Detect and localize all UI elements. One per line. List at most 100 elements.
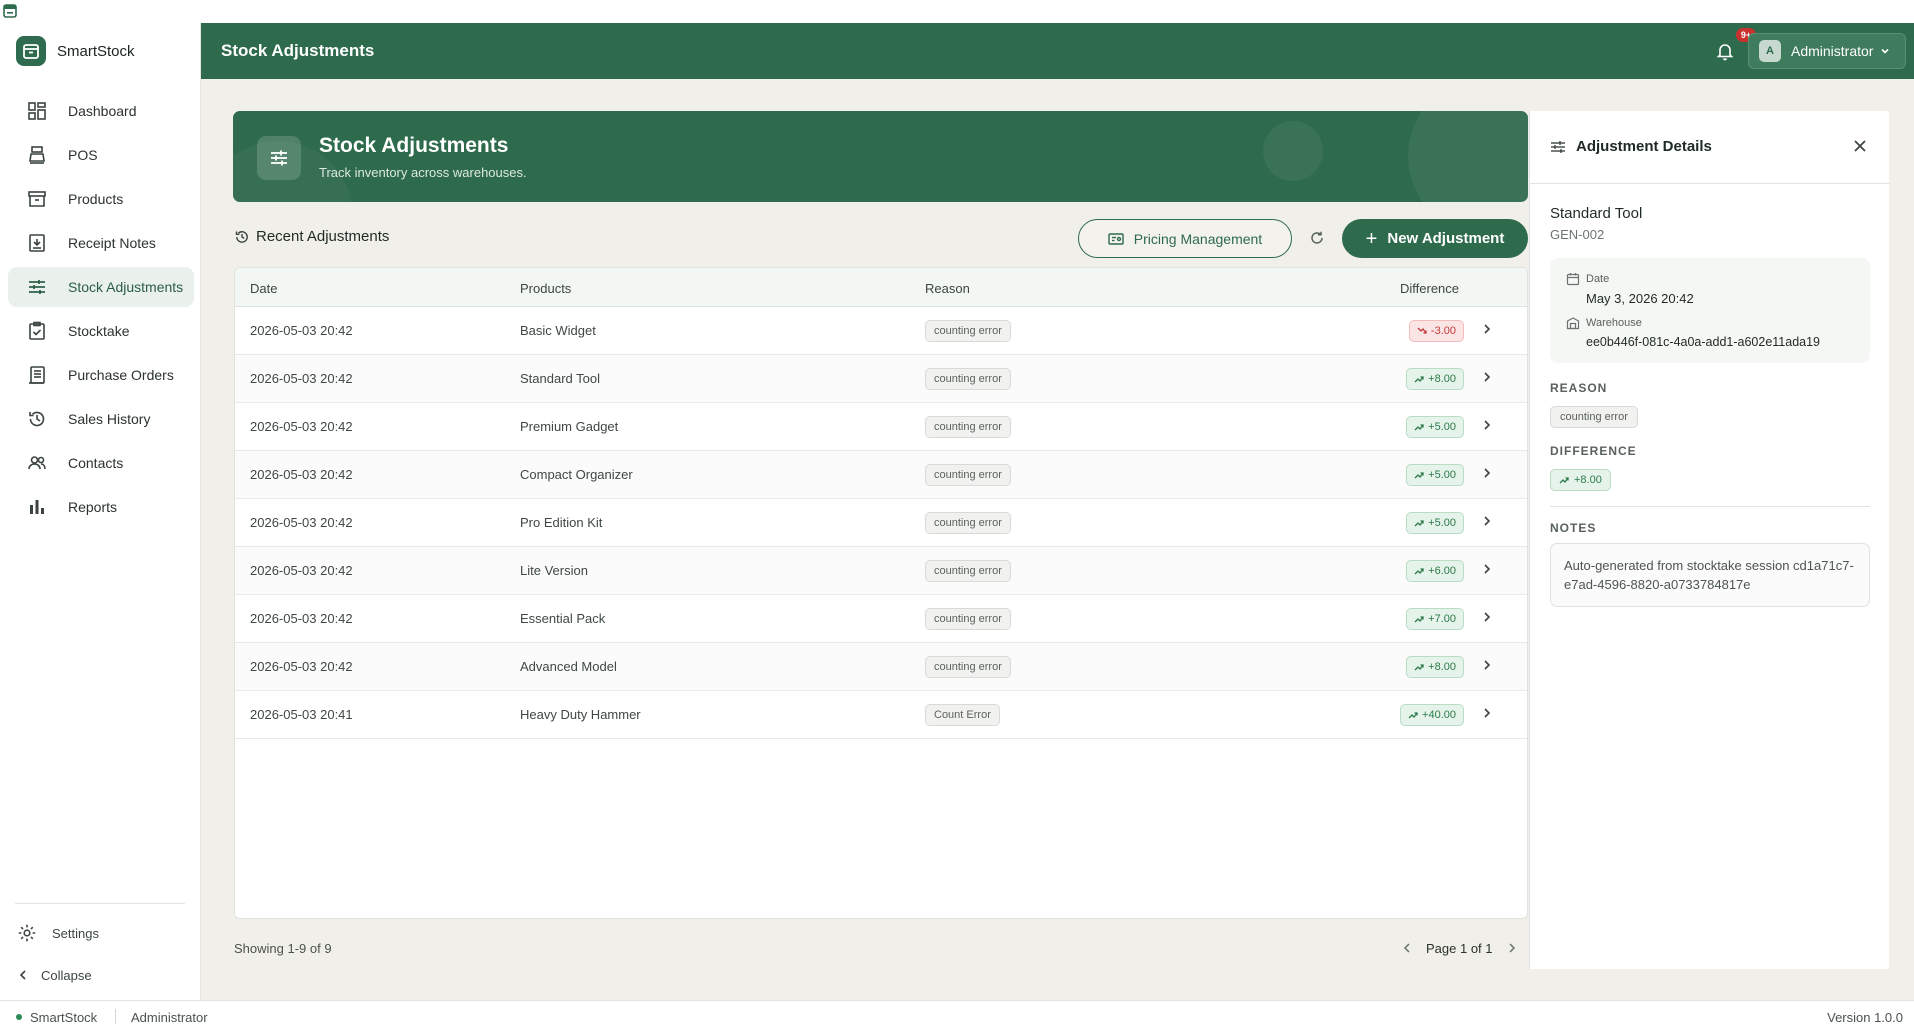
chevron-right-icon[interactable] (1483, 467, 1491, 479)
sidebar-item-sales-history[interactable]: Sales History (8, 399, 194, 439)
table-row[interactable]: 2026-05-03 20:41 Heavy Duty Hammer Count E… (235, 691, 1527, 739)
settings-link[interactable]: Settings (16, 922, 186, 944)
cell-reason-tag: counting error (925, 512, 1011, 534)
warehouse-value: ee0b446f-081c-4a0a-add1-a602e11ada19 (1586, 335, 1821, 349)
next-page-button[interactable] (1501, 937, 1523, 959)
sidebar-item-dashboard[interactable]: Dashboard (8, 91, 194, 131)
banner-subtitle: Track inventory across warehouses. (319, 165, 527, 180)
close-details-button[interactable] (1849, 135, 1871, 157)
cell-difference-badge: +6.00 (1406, 560, 1464, 582)
table-row[interactable]: 2026-05-03 20:42 Compact Organizer countin… (235, 451, 1527, 499)
table-row[interactable]: 2026-05-03 20:42 Advanced Model counting e… (235, 643, 1527, 691)
details-divider (1550, 506, 1870, 507)
chevron-right-icon[interactable] (1483, 563, 1491, 575)
user-menu-button[interactable]: A Administrator (1748, 33, 1906, 69)
sliders-icon (257, 136, 301, 180)
sidebar-item-contacts[interactable]: Contacts (8, 443, 194, 483)
column-header-date[interactable]: Date (250, 281, 278, 296)
column-header-reason[interactable]: Reason (925, 281, 970, 296)
previous-page-button[interactable] (1396, 937, 1418, 959)
chevron-right-icon[interactable] (1483, 419, 1491, 431)
cell-product: Essential Pack (520, 611, 606, 626)
cell-date: 2026-05-03 20:42 (250, 323, 353, 338)
status-app-name: SmartStock (30, 1010, 98, 1025)
cell-date: 2026-05-03 20:42 (250, 467, 353, 482)
refresh-icon (1311, 231, 1323, 244)
trend-up-icon (1414, 567, 1424, 575)
sidebar-item-label: Contacts (68, 455, 124, 471)
page-title: Stock Adjustments (221, 41, 375, 60)
pagination: Page 1 of 1 (1396, 935, 1523, 961)
status-user: Administrator (131, 1010, 208, 1025)
trend-up-icon (1559, 476, 1569, 484)
table-row[interactable]: 2026-05-03 20:42 Pro Edition Kit counting … (235, 499, 1527, 547)
refresh-button[interactable] (1306, 227, 1328, 249)
sidebar-item-products[interactable]: Products (8, 179, 194, 219)
sidebar-item-reports[interactable]: Reports (8, 487, 194, 527)
chevron-left-icon (16, 964, 30, 986)
trend-up-icon (1408, 711, 1418, 719)
table-row[interactable]: 2026-05-03 20:42 Premium Gadget counting e… (235, 403, 1527, 451)
chevron-right-icon[interactable] (1483, 515, 1491, 527)
sidebar-item-label: Sales History (68, 411, 151, 427)
table-row[interactable]: 2026-05-03 20:42 Lite Version counting err… (235, 547, 1527, 595)
notifications-button[interactable] (1714, 40, 1736, 62)
purchase-orders-icon (26, 364, 48, 386)
column-header-difference[interactable]: Difference (1400, 281, 1460, 296)
cell-product: Pro Edition Kit (520, 515, 603, 530)
cell-difference-badge: +5.00 (1406, 512, 1464, 534)
table-row[interactable]: 2026-05-03 20:42 Standard Tool counting er… (235, 355, 1527, 403)
chevron-right-icon[interactable] (1483, 371, 1491, 383)
recent-adjustments-heading: Recent Adjustments (234, 228, 389, 245)
notes-section-label: NOTES (1550, 521, 1597, 535)
chevron-right-icon[interactable] (1483, 659, 1491, 671)
cell-reason-tag: Count Error (925, 704, 1000, 726)
pricing-management-button[interactable]: Pricing Management (1078, 219, 1292, 258)
sidebar-item-purchase-orders[interactable]: Purchase Orders (8, 355, 194, 395)
chevron-right-icon[interactable] (1483, 323, 1491, 335)
section-title-text: Recent Adjustments (256, 228, 390, 245)
brand[interactable]: SmartStock (16, 36, 135, 66)
new-adjustment-button[interactable]: + New Adjustment (1342, 219, 1528, 258)
settings-label: Settings (52, 925, 99, 941)
column-header-products[interactable]: Products (520, 281, 572, 296)
status-bar: SmartStock Administrator Version 1.0.0 (0, 1000, 1914, 1030)
sidebar-item-receipt-notes[interactable]: Receipt Notes (8, 223, 194, 263)
sidebar-item-pos[interactable]: POS (8, 135, 194, 175)
sidebar-item-stocktake[interactable]: Stocktake (8, 311, 194, 351)
page-banner: Stock Adjustments Track inventory across… (233, 111, 1528, 202)
sidebar-item-label: Stocktake (68, 323, 130, 339)
sidebar-item-stock-adjustments[interactable]: Stock Adjustments (8, 267, 194, 307)
reason-section-label: REASON (1550, 381, 1608, 395)
chevron-right-icon (1508, 943, 1515, 953)
plus-icon: + (1365, 227, 1378, 250)
sidebar-item-label: Stock Adjustments (68, 279, 184, 295)
avatar: A (1759, 40, 1781, 62)
details-title: Adjustment Details (1576, 138, 1712, 155)
adjustment-details-panel: Adjustment Details Standard Tool GEN-002… (1529, 111, 1890, 969)
date-label: Date (1586, 273, 1610, 285)
details-difference-value: +8.00 (1574, 474, 1602, 486)
user-name: Administrator (1791, 43, 1874, 59)
cell-date: 2026-05-03 20:42 (250, 419, 353, 434)
chevron-right-icon[interactable] (1483, 611, 1491, 623)
cell-difference-badge: +7.00 (1406, 608, 1464, 630)
pricing-management-label: Pricing Management (1133, 230, 1263, 247)
chevron-right-icon[interactable] (1483, 707, 1491, 719)
cell-date: 2026-05-03 20:41 (250, 707, 353, 722)
status-version: Version 1.0.0 (1827, 1010, 1903, 1025)
cell-date: 2026-05-03 20:42 (250, 563, 353, 578)
sidebar-item-label: Receipt Notes (68, 235, 156, 251)
table-row[interactable]: 2026-05-03 20:42 Essential Pack counting e… (235, 595, 1527, 643)
price-tag-icon (1108, 232, 1124, 246)
cell-difference-value: -3.00 (1430, 325, 1456, 337)
table-row[interactable]: 2026-05-03 20:42 Basic Widget counting err… (235, 307, 1527, 355)
cell-difference-badge: +5.00 (1406, 464, 1464, 486)
cell-product: Basic Widget (520, 323, 596, 338)
sidebar: SmartStock Dashboard POS Products Receip… (0, 23, 201, 1000)
brand-logo-icon (16, 36, 46, 66)
details-info-card: Date May 3, 2026 20:42 Warehouse ee0b446… (1550, 258, 1870, 363)
dashboard-icon (26, 100, 48, 122)
collapse-button[interactable]: Collapse (16, 964, 186, 986)
cell-product: Advanced Model (520, 659, 617, 674)
